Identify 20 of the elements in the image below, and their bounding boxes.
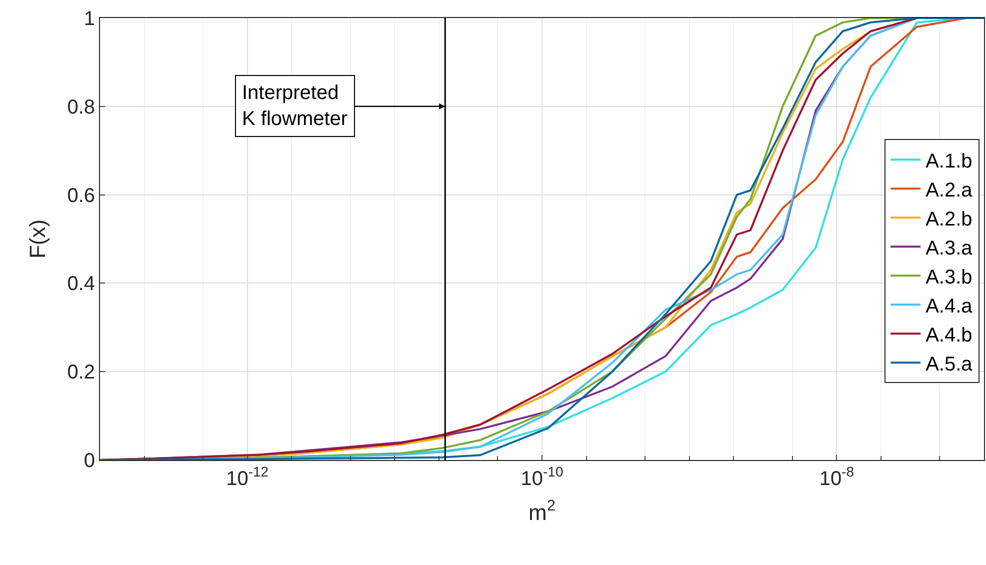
legend-label: A.4.a xyxy=(926,295,974,318)
legend-label: A.3.a xyxy=(926,237,974,260)
legend-label: A.2.a xyxy=(926,179,974,202)
legend-label: A.5.a xyxy=(926,353,974,376)
y-tick-label: 0.4 xyxy=(67,273,95,296)
y-axis-title: F(x) xyxy=(24,219,50,259)
x-tick-label: 10$^{-12}$ xyxy=(226,464,269,490)
y-tick-label: 0.8 xyxy=(67,96,95,118)
legend-label: A.2.b xyxy=(926,208,972,230)
x-tick-label: 10$^{-10}$ xyxy=(520,464,564,490)
legend-label: A.1.b xyxy=(926,150,972,172)
x-tick-label: 10$^{-8}$ xyxy=(819,464,854,490)
y-tick-label: 0 xyxy=(84,450,95,472)
y-tick-label: 0.6 xyxy=(67,184,95,207)
annotation: Interpreted K flowmeter xyxy=(242,82,348,130)
y-tick-label: 0.2 xyxy=(67,362,95,384)
y-tick-label: 1 xyxy=(84,8,95,30)
legend-label: A.4.b xyxy=(926,324,972,346)
legend-label: A.3.b xyxy=(926,266,972,288)
x-axis-title: m$^{2}$ xyxy=(528,498,556,525)
